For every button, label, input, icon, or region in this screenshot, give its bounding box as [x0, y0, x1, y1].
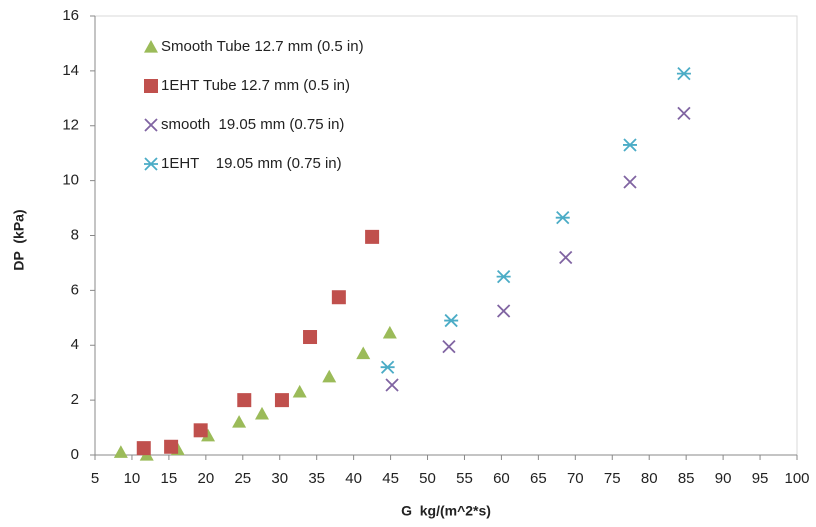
- legend-marker: [144, 118, 158, 132]
- x-tick-label: 10: [124, 470, 141, 487]
- y-tick-label: 12: [62, 117, 79, 134]
- data-point: [380, 360, 395, 374]
- data-point: [292, 384, 307, 398]
- x-tick-label: 85: [678, 470, 695, 487]
- data-point: [322, 369, 337, 383]
- data-point: [303, 330, 318, 345]
- legend-marker: [144, 79, 158, 93]
- data-point: [444, 313, 459, 328]
- y-tick-label: 4: [71, 336, 79, 353]
- data-point: [237, 393, 252, 408]
- x-tick-label: 75: [604, 470, 621, 487]
- x-tick-label: 90: [715, 470, 732, 487]
- x-tick-label: 95: [752, 470, 769, 487]
- legend-label: smooth 19.05 mm (0.75 in): [161, 116, 344, 133]
- x-tick-label: 65: [530, 470, 547, 487]
- data-point: [113, 445, 128, 458]
- x-tick-label: 70: [567, 470, 584, 487]
- legend-label: 1EHT 19.05 mm (0.75 in): [161, 155, 342, 172]
- x-tick-label: 60: [493, 470, 510, 487]
- data-point: [382, 325, 397, 339]
- y-axis-title: DP (kPa): [11, 209, 27, 270]
- x-tick-label: 80: [641, 470, 658, 487]
- data-point: [255, 406, 270, 420]
- data-point: [274, 393, 289, 408]
- data-point: [677, 106, 691, 121]
- data-point: [555, 211, 570, 225]
- data-point: [676, 66, 691, 81]
- x-axis-title: G kg/(m^2*s): [401, 503, 491, 519]
- x-tick-label: 55: [456, 470, 473, 487]
- data-point: [356, 346, 371, 360]
- x-tick-label: 30: [271, 470, 288, 487]
- x-tick-label: 100: [784, 470, 809, 487]
- data-point: [331, 290, 346, 305]
- y-tick-label: 0: [71, 446, 79, 463]
- x-tick-label: 45: [382, 470, 399, 487]
- x-tick-label: 20: [197, 470, 214, 487]
- y-tick-label: 16: [62, 7, 79, 24]
- data-point: [232, 415, 247, 428]
- data-point: [442, 339, 456, 354]
- data-point: [164, 439, 179, 454]
- y-tick-label: 14: [62, 62, 79, 79]
- data-point: [559, 250, 573, 265]
- legend-marker: [144, 40, 158, 53]
- data-point: [496, 270, 511, 284]
- y-tick-label: 6: [71, 281, 79, 298]
- data-point: [365, 229, 380, 244]
- legend-label: Smooth Tube 12.7 mm (0.5 in): [161, 38, 364, 55]
- data-point: [193, 423, 208, 438]
- y-tick-label: 2: [71, 391, 79, 408]
- legend-label: 1EHT Tube 12.7 mm (0.5 in): [161, 77, 350, 94]
- data-point: [623, 175, 637, 189]
- x-tick-label: 50: [419, 470, 436, 487]
- legend-marker: [144, 157, 158, 171]
- data-point: [497, 304, 511, 318]
- y-tick-label: 8: [71, 226, 79, 243]
- x-tick-label: 5: [91, 470, 99, 487]
- x-tick-label: 25: [234, 470, 251, 487]
- data-point: [385, 378, 399, 392]
- data-point: [136, 441, 151, 456]
- data-point: [201, 428, 216, 442]
- y-tick-label: 10: [62, 172, 79, 189]
- x-tick-label: 15: [161, 470, 178, 487]
- x-tick-label: 35: [308, 470, 325, 487]
- x-tick-label: 40: [345, 470, 362, 487]
- data-point: [622, 138, 637, 152]
